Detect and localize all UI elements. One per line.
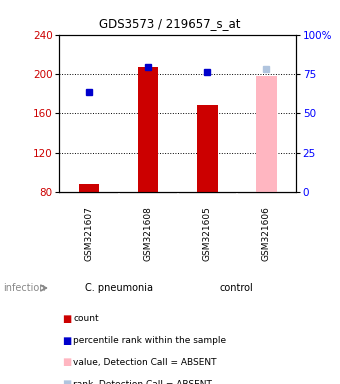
Text: GSM321605: GSM321605 xyxy=(203,206,212,261)
Text: C. pneumonia: C. pneumonia xyxy=(85,283,153,293)
Text: value, Detection Call = ABSENT: value, Detection Call = ABSENT xyxy=(73,358,217,367)
Text: ■: ■ xyxy=(62,358,71,367)
Bar xyxy=(197,106,218,192)
Text: rank, Detection Call = ABSENT: rank, Detection Call = ABSENT xyxy=(73,380,212,384)
Text: count: count xyxy=(73,314,99,323)
Text: ■: ■ xyxy=(62,314,71,324)
Text: GDS3573 / 219657_s_at: GDS3573 / 219657_s_at xyxy=(99,17,241,30)
Text: GSM321607: GSM321607 xyxy=(85,206,94,261)
Bar xyxy=(79,184,99,192)
Bar xyxy=(138,67,158,192)
Text: ■: ■ xyxy=(62,379,71,384)
Bar xyxy=(256,76,277,192)
Text: control: control xyxy=(220,283,254,293)
Text: ■: ■ xyxy=(62,336,71,346)
Text: GSM321606: GSM321606 xyxy=(262,206,271,261)
Text: GSM321608: GSM321608 xyxy=(143,206,153,261)
Text: infection: infection xyxy=(3,283,46,293)
Text: percentile rank within the sample: percentile rank within the sample xyxy=(73,336,226,345)
